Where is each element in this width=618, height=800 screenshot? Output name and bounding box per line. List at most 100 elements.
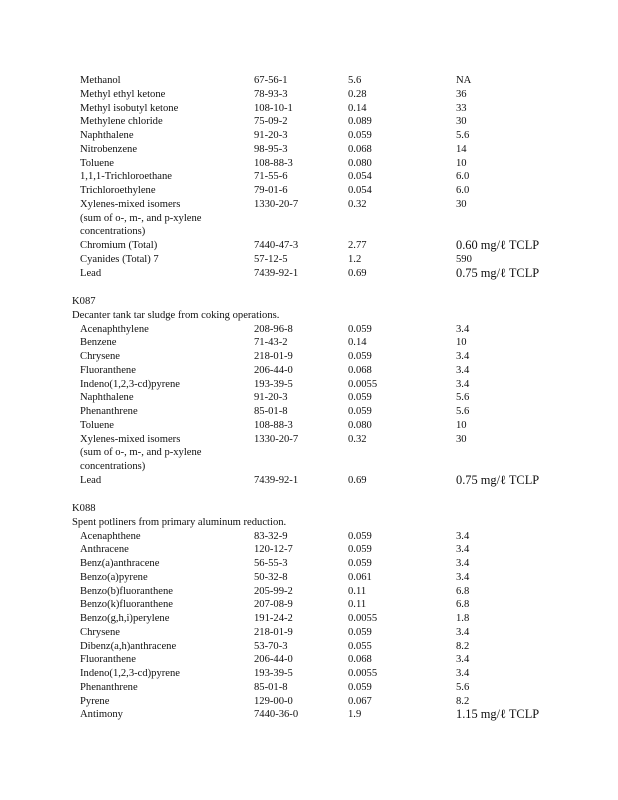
cell-ww: 0.059	[348, 130, 372, 141]
cell-cas: 7440-36-0	[254, 709, 299, 721]
table-row: Methanol 67-56-1 5.6 NA	[0, 74, 618, 88]
cell-cas: 98-95-3	[254, 143, 288, 155]
cell-nww: 1.15 mg/ℓ TCLP	[456, 707, 540, 722]
table-row: Xylenes-mixed isomers 1330-20-7 0.32 30	[0, 433, 618, 447]
cell-nww: 5.6	[456, 392, 470, 404]
cell-ww: 0.059	[348, 530, 372, 542]
table-row: Nitrobenzene 98-95-3 0.068 14	[0, 143, 618, 157]
cell-cas: 108-88-3	[254, 419, 293, 431]
cell-cas: 7440-47-3	[254, 240, 299, 251]
cell-nww: NA	[456, 75, 472, 86]
cell-cas: 205-99-2	[254, 585, 293, 597]
cell-name: Benzo(k)fluoranthene	[80, 599, 173, 611]
cell-name: Benzo(g,h,i)perylene	[80, 613, 170, 624]
cell-ww: 0.28	[348, 88, 367, 100]
cell-name: (sum of o-, m-, and p-xylene	[80, 447, 202, 459]
cell-cas: 91-20-3	[254, 130, 288, 141]
cell-name: Nitrobenzene	[80, 143, 138, 155]
table-row: Lead 7439-92-1 0.69 0.75 mg/ℓ TCLP	[0, 265, 618, 281]
cell-name: Acenaphthene	[80, 530, 141, 542]
cell-name: Benz(a)anthracene	[80, 558, 160, 569]
cell-name: Chrysene	[80, 626, 121, 638]
cell-name: Benzene	[80, 337, 117, 349]
cell-cas: 75-09-2	[254, 116, 288, 128]
cell-ww: 0.32	[348, 433, 367, 445]
table-row: Naphthalene 91-20-3 0.059 5.6	[0, 129, 618, 143]
cell-nww: 5.6	[456, 406, 470, 417]
table-row: Pyrene 129-00-0 0.067 8.2	[0, 695, 618, 709]
table-row: Benzo(g,h,i)perylene 191-24-2 0.0055 1.8	[0, 612, 618, 626]
table-row: (sum of o-, m-, and p-xylene	[0, 446, 618, 460]
cell-ww: 0.080	[348, 157, 372, 169]
cell-nww: 0.75 mg/ℓ TCLP	[456, 265, 540, 280]
cell-ww: 0.69	[348, 474, 367, 486]
cell-ww: 0.059	[348, 681, 372, 693]
cell-nww: 10	[456, 157, 467, 169]
cell-ww: 0.067	[348, 695, 372, 707]
table-row: Methylene chloride 75-09-2 0.089 30	[0, 115, 618, 129]
cell-name: Naphthalene	[80, 130, 134, 141]
cell-name: Indeno(1,2,3-cd)pyrene	[80, 668, 181, 679]
table-row: Indeno(1,2,3-cd)pyrene 193-39-5 0.0055 3.4	[0, 667, 618, 681]
cell-nww: 3.4	[456, 668, 470, 679]
cell-nww: 3.4	[456, 558, 470, 569]
cell-nww: 3.4	[456, 351, 470, 362]
table-row: Methyl ethyl ketone 78-93-3 0.28 36	[0, 88, 618, 102]
cell-ww: 5.6	[348, 75, 362, 86]
cell-cas: 206-44-0	[254, 654, 293, 666]
table-row: 1,1,1-Trichloroethane 71-55-6 0.054 6.0	[0, 170, 618, 184]
cell-name: Dibenz(a,h)anthracene	[80, 640, 177, 652]
cell-nww: 3.4	[456, 323, 470, 335]
cell-nww: 3.4	[456, 571, 470, 583]
cell-nww: 1.8	[456, 613, 470, 624]
cell-nww: 33	[456, 102, 467, 114]
cell-nww: 36	[456, 88, 467, 100]
table-row: Benzo(k)fluoranthene 207-08-9 0.11 6.8	[0, 598, 618, 612]
cell-cas: 1330-20-7	[254, 433, 299, 445]
cell-nww: 3.4	[456, 530, 470, 542]
cell-name: Benzo(b)fluoranthene	[80, 585, 173, 597]
cell-nww: 30	[456, 198, 467, 210]
cell-nww: 3.4	[456, 378, 470, 390]
section-heading: K087	[72, 296, 96, 307]
table-row: concentrations)	[0, 460, 618, 474]
cell-ww: 2.77	[348, 240, 367, 251]
cell-name: Antimony	[80, 709, 123, 721]
cell-nww: 8.2	[456, 695, 470, 707]
cell-nww: 3.4	[456, 626, 470, 638]
cell-name: Xylenes-mixed isomers	[80, 433, 181, 445]
cell-cas: 129-00-0	[254, 695, 293, 707]
cell-name: Chrysene	[80, 351, 121, 362]
cell-name: Anthracene	[80, 544, 129, 556]
cell-ww: 0.69	[348, 267, 367, 279]
table-row: Chrysene 218-01-9 0.059 3.4	[0, 626, 618, 640]
cell-ww: 0.059	[348, 392, 372, 404]
table-row: Acenaphthylene 208-96-8 0.059 3.4	[0, 323, 618, 337]
table-row: Lead 7439-92-1 0.69 0.75 mg/ℓ TCLP	[0, 473, 618, 488]
cell-name: Methylene chloride	[80, 116, 163, 128]
cell-ww: 0.0055	[348, 613, 378, 624]
cell-ww: 0.055	[348, 640, 372, 652]
cell-nww: 8.2	[456, 640, 470, 652]
cell-ww: 0.0055	[348, 668, 378, 679]
cell-cas: 85-01-8	[254, 681, 288, 693]
cell-name: (sum of o-, m-, and p-xylene	[80, 212, 202, 224]
cell-name: Chromium (Total)	[80, 240, 158, 251]
cell-ww: 0.068	[348, 364, 372, 376]
cell-name: Pyrene	[80, 695, 110, 707]
table-row: Antimony 7440-36-0 1.9 1.15 mg/ℓ TCLP	[0, 708, 618, 722]
table-row: Phenanthrene 85-01-8 0.059 5.6	[0, 681, 618, 695]
table-row: Dibenz(a,h)anthracene 53-70-3 0.055 8.2	[0, 640, 618, 654]
table-row: Chrysene 218-01-9 0.059 3.4	[0, 350, 618, 364]
cell-ww: 0.054	[348, 171, 372, 183]
cell-nww: 30	[456, 116, 467, 128]
cell-cas: 50-32-8	[254, 571, 288, 583]
cell-cas: 108-10-1	[254, 102, 293, 114]
cell-nww: 5.6	[456, 130, 470, 141]
cell-cas: 191-24-2	[254, 613, 293, 624]
table-row: Cyanides (Total) 7 57-12-5 1.2 590	[0, 253, 618, 267]
cell-nww: 0.60 mg/ℓ TCLP	[456, 238, 540, 252]
cell-nww: 6.0	[456, 185, 470, 196]
cell-ww: 0.080	[348, 419, 372, 431]
cell-ww: 1.2	[348, 253, 362, 265]
